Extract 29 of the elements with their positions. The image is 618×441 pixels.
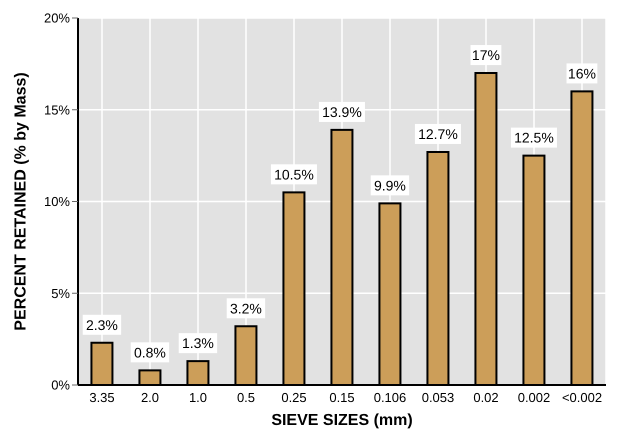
- y-tick-label: 20%: [44, 10, 70, 26]
- data-label: 17%: [472, 47, 500, 64]
- x-tick-label: 0.02: [473, 390, 499, 406]
- x-tick-label: 0.053: [422, 390, 454, 406]
- data-label: 12.5%: [514, 130, 554, 146]
- data-label: 12.7%: [418, 126, 458, 142]
- data-label: 3.2%: [230, 300, 262, 316]
- x-axis-title: SIEVE SIZES (mm): [271, 412, 413, 429]
- x-tick-label: 0.15: [329, 390, 355, 406]
- y-tick-label: 0%: [51, 378, 70, 393]
- x-tick-label: 3.35: [89, 390, 115, 406]
- y-tick-label: 5%: [51, 286, 70, 301]
- data-label: 13.9%: [322, 104, 362, 120]
- y-axis-title: PERCENT RETAINED (% by Mass): [12, 72, 30, 331]
- data-label: 16%: [568, 65, 596, 82]
- x-tick-label: 0.5: [236, 390, 256, 406]
- x-tick-label: <0.002: [562, 390, 602, 406]
- data-label: 0.8%: [134, 344, 166, 360]
- x-tick-label: 2.0: [140, 390, 160, 406]
- y-tick-label: 10%: [44, 194, 70, 210]
- x-tick-label: 0.106: [374, 390, 406, 406]
- data-label: 1.3%: [182, 335, 214, 352]
- data-label: 9.9%: [374, 177, 406, 194]
- data-label: 2.3%: [86, 316, 118, 333]
- y-tick-label: 15%: [44, 102, 70, 118]
- data-label: 10.5%: [274, 166, 314, 182]
- x-tick-label: 0.002: [518, 390, 550, 406]
- x-tick-label: 0.25: [281, 390, 307, 406]
- x-tick-label: 1.0: [188, 390, 208, 406]
